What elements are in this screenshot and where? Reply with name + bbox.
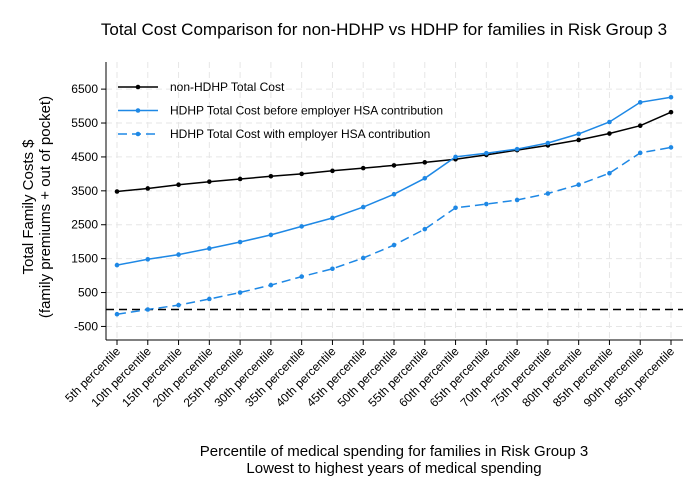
data-point xyxy=(484,201,489,207)
data-point xyxy=(668,109,674,115)
data-point xyxy=(145,307,151,312)
data-point xyxy=(237,176,243,182)
data-point xyxy=(207,296,212,302)
y-axis-title: Total Family Costs $(family premiums + o… xyxy=(20,96,54,318)
legend: non-HDHP Total Cost HDHP Total Cost befor… xyxy=(118,80,443,141)
data-point xyxy=(237,290,243,295)
data-point xyxy=(668,145,674,150)
data-point xyxy=(207,179,212,184)
data-point xyxy=(607,170,612,176)
series-2 xyxy=(114,94,674,268)
legend-item-3: HDHP Total Cost with employer HSA contri… xyxy=(118,127,430,141)
data-point xyxy=(299,224,304,229)
data-point xyxy=(145,186,151,191)
y-tick-label: 4500 xyxy=(71,150,98,164)
legend-label: HDHP Total Cost with employer HSA contri… xyxy=(170,127,430,141)
data-point xyxy=(422,175,428,181)
series-group xyxy=(114,94,674,317)
data-point xyxy=(422,226,428,232)
data-point xyxy=(514,146,520,152)
axis-titles: Percentile of medical spending for famil… xyxy=(20,96,588,477)
data-point xyxy=(176,252,181,257)
data-point xyxy=(545,191,551,196)
y-tick-label: 3500 xyxy=(71,184,98,198)
data-point xyxy=(637,123,643,129)
y-tick-label: 1500 xyxy=(71,252,98,266)
data-point xyxy=(330,215,335,221)
legend-label: HDHP Total Cost before employer HSA cont… xyxy=(170,104,443,118)
data-point xyxy=(637,100,643,105)
x-axis-title: Percentile of medical spending for famil… xyxy=(200,443,589,477)
y-tick-label: 6500 xyxy=(71,82,98,96)
legend-marker xyxy=(135,84,141,90)
data-point xyxy=(114,262,120,268)
y-tick-label: 500 xyxy=(78,286,98,300)
y-tick-label: 2500 xyxy=(71,218,98,232)
data-point xyxy=(545,140,551,146)
data-point xyxy=(268,282,274,288)
data-point xyxy=(360,165,366,171)
data-point xyxy=(330,266,335,272)
data-point xyxy=(391,163,397,168)
series-1 xyxy=(114,109,674,194)
data-point xyxy=(330,168,335,174)
data-point xyxy=(514,197,520,203)
data-point xyxy=(637,150,643,156)
data-point xyxy=(607,119,612,125)
y-tick-label: 5500 xyxy=(71,116,98,130)
data-point xyxy=(176,302,181,308)
data-point xyxy=(268,232,274,238)
data-point xyxy=(360,204,366,210)
data-point xyxy=(668,94,674,100)
data-point xyxy=(299,274,304,279)
data-point xyxy=(114,311,120,317)
data-point xyxy=(453,205,458,211)
y-tick-label: -500 xyxy=(74,319,98,333)
data-point xyxy=(207,246,212,251)
legend-marker xyxy=(135,108,141,113)
data-point xyxy=(607,131,612,136)
chart-title: Total Cost Comparison for non-HDHP vs HD… xyxy=(101,20,667,39)
legend-item-1: non-HDHP Total Cost xyxy=(118,80,285,94)
data-point xyxy=(176,182,181,188)
data-point xyxy=(576,137,581,143)
data-point xyxy=(422,160,428,165)
data-point xyxy=(453,154,458,160)
legend-marker xyxy=(135,131,141,137)
data-point xyxy=(484,150,489,156)
data-point xyxy=(237,239,243,245)
data-point xyxy=(360,255,366,261)
data-point xyxy=(145,257,151,262)
data-point xyxy=(576,131,581,137)
data-point xyxy=(576,182,581,188)
series-3 xyxy=(114,145,674,317)
legend-label: non-HDHP Total Cost xyxy=(170,80,285,94)
data-point xyxy=(268,173,274,179)
legend-item-2: HDHP Total Cost before employer HSA cont… xyxy=(118,104,443,118)
data-point xyxy=(391,242,397,248)
data-point xyxy=(391,191,397,197)
grid xyxy=(106,62,683,340)
data-point xyxy=(299,171,304,177)
data-point xyxy=(114,189,120,194)
